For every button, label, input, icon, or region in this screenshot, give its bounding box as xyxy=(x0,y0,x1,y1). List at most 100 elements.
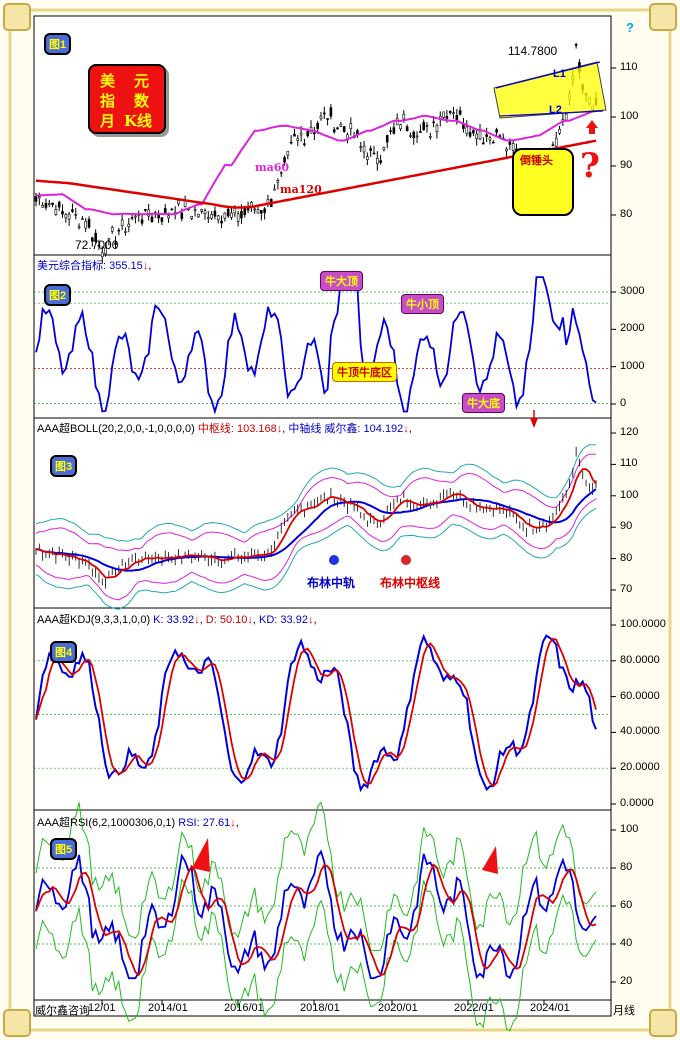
candle-body xyxy=(150,216,154,222)
panel5-title: AAA超RSI(6,2,1000306,0,1) RSI: 27.61↓, xyxy=(37,817,239,829)
candle-body xyxy=(97,244,101,247)
candle-body xyxy=(51,202,54,205)
tag-bull-small-top: 牛小顶 xyxy=(401,294,444,314)
candle-body xyxy=(240,211,243,219)
candle-body xyxy=(336,127,339,130)
candle-body xyxy=(422,122,425,131)
candle-body xyxy=(445,116,449,119)
ytick-label: 60.0000 xyxy=(620,689,660,702)
down-arrow-icon: ↓ xyxy=(247,614,253,626)
candle-body xyxy=(293,133,296,137)
candle-body xyxy=(243,207,247,216)
corner-ornament xyxy=(649,1009,677,1037)
candle-body xyxy=(385,135,389,143)
candle-body xyxy=(289,141,293,144)
candle-body xyxy=(104,247,107,254)
d-line xyxy=(35,637,597,788)
ytick-label: 110 xyxy=(620,457,638,470)
candle-body xyxy=(475,133,479,139)
ytick-label: 100 xyxy=(620,823,639,835)
tag-bull-bottom: 牛大底 xyxy=(462,393,505,413)
title-char: 月 xyxy=(100,112,116,130)
candle-body xyxy=(140,219,144,224)
down-arrow-icon: ↓ xyxy=(142,260,149,272)
candle-body xyxy=(260,210,263,214)
candle-body xyxy=(213,210,217,217)
candle-body xyxy=(399,124,402,130)
panel3-axis-label: 中轴线 威尔鑫: xyxy=(288,423,361,435)
candle-body xyxy=(316,123,319,130)
candle-body xyxy=(107,238,111,241)
down-arrow-icon: ↓ xyxy=(403,423,409,435)
candle-body xyxy=(94,232,97,242)
k-line xyxy=(35,633,597,793)
candle-body xyxy=(54,209,58,215)
low-label: 72.7000 xyxy=(75,238,119,252)
panel2-name: 美元综合指标: xyxy=(37,260,107,272)
candle-body xyxy=(402,114,406,120)
candle-body xyxy=(230,212,233,218)
hammer-box: 倒锤头 xyxy=(512,148,574,216)
high-label: 114.7800 xyxy=(508,44,558,58)
candle-body xyxy=(170,208,174,211)
down-arrow-icon: ↓ xyxy=(276,423,283,435)
candle-body xyxy=(442,111,445,118)
title-char: 指 xyxy=(100,92,116,110)
boll-outer-upper xyxy=(35,444,597,542)
l2-line xyxy=(499,110,604,117)
candle-body xyxy=(468,132,472,137)
ytick-label: 3000 xyxy=(620,285,645,297)
candle-body xyxy=(177,200,180,205)
candle-body xyxy=(44,203,48,208)
ytick-label: 90 xyxy=(620,159,633,171)
candle-body xyxy=(425,124,429,127)
candle-body xyxy=(508,141,512,145)
xaxis-left-text: 威尔鑫咨询 xyxy=(35,1005,90,1017)
candle-body xyxy=(273,188,276,191)
candle-body xyxy=(286,150,290,156)
candle-body xyxy=(432,121,435,124)
panel5-name: AAA超RSI(6,2,1000306,0,1) xyxy=(37,817,176,829)
candle-body xyxy=(458,110,462,115)
k-value: 33.92 xyxy=(166,614,195,626)
rsi-band-lower xyxy=(35,878,597,1032)
ytick-label: 0 xyxy=(620,397,627,409)
candle-body xyxy=(415,135,419,138)
up-arrow-icon xyxy=(586,120,598,134)
candle-body xyxy=(511,143,515,151)
candle-body xyxy=(81,218,84,220)
legend-dot-red xyxy=(401,555,411,565)
candle-body xyxy=(448,111,452,113)
corner-ornament xyxy=(649,3,677,31)
candle-body xyxy=(180,212,184,219)
candle-body xyxy=(505,148,508,152)
ma120-line xyxy=(35,139,597,209)
rsi-signal xyxy=(35,863,597,977)
candle-body xyxy=(412,131,416,139)
down-arrow-icon: ↓ xyxy=(194,614,200,626)
boll-mid-pivot xyxy=(35,468,597,579)
panel1-badge: 图1 xyxy=(44,33,72,55)
candle-body xyxy=(478,130,482,140)
candle-body xyxy=(472,130,475,134)
price-channel xyxy=(493,61,607,119)
tag-zone: 牛顶牛底区 xyxy=(332,362,397,382)
candle-body xyxy=(61,210,64,215)
candle-body xyxy=(366,156,369,160)
xtick-label: 2014/01 xyxy=(148,1002,188,1014)
candle-body xyxy=(134,215,137,218)
candle-body xyxy=(409,135,412,137)
title-char: 元 xyxy=(134,72,150,90)
candle-body xyxy=(329,107,333,117)
corner-question-icon[interactable]: ? xyxy=(626,20,634,35)
ytick-label: 40 xyxy=(620,937,633,949)
kd-value: 33.92 xyxy=(280,614,308,626)
boll-upper xyxy=(35,453,597,552)
panel2-value: 355.15 xyxy=(109,260,143,272)
candle-body xyxy=(47,203,51,205)
panel4-title: AAA超KDJ(9,3,3,1,0,0) K: 33.92↓, D: 50.10… xyxy=(37,614,317,626)
candle-body xyxy=(392,127,396,134)
xaxis-right-text: 月线 xyxy=(613,1005,635,1017)
l1-label: L1 xyxy=(553,68,566,80)
